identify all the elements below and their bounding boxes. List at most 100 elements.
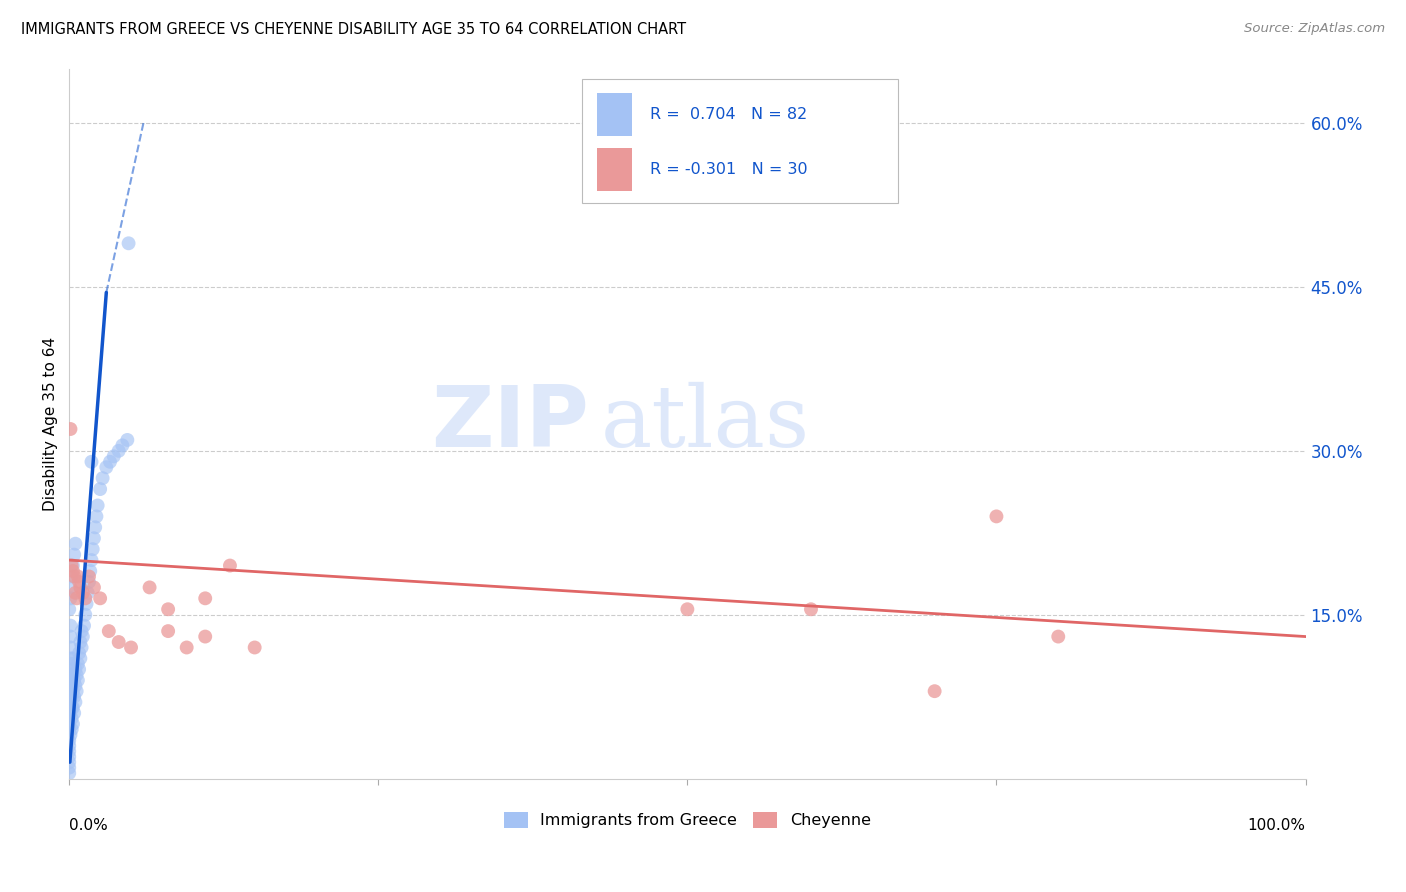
Text: R = -0.301   N = 30: R = -0.301 N = 30 — [651, 161, 808, 177]
Point — [59, 618, 82, 632]
Point — [157, 624, 180, 639]
Point — [72, 630, 94, 644]
Point — [58, 673, 80, 688]
Point — [89, 591, 111, 606]
Point — [60, 569, 83, 583]
Text: 0.0%: 0.0% — [69, 818, 108, 832]
Point — [89, 482, 111, 496]
Point — [219, 558, 242, 573]
Point — [65, 586, 87, 600]
Point — [63, 673, 86, 688]
Point — [77, 574, 100, 589]
Point — [96, 460, 118, 475]
Point — [59, 728, 82, 742]
Point — [60, 723, 83, 737]
Point — [60, 657, 83, 671]
Point — [176, 640, 198, 655]
Point — [58, 602, 80, 616]
Point — [77, 569, 100, 583]
Point — [58, 755, 80, 769]
Point — [58, 744, 80, 758]
Point — [58, 733, 80, 747]
Y-axis label: Disability Age 35 to 64: Disability Age 35 to 64 — [44, 336, 58, 510]
Point — [157, 602, 180, 616]
Point — [66, 684, 89, 698]
Point — [82, 542, 104, 557]
Point — [117, 236, 139, 251]
Point — [60, 679, 83, 693]
Point — [66, 591, 89, 606]
Point — [86, 499, 108, 513]
Point — [72, 586, 94, 600]
Point — [58, 723, 80, 737]
Point — [67, 646, 90, 660]
Point — [63, 548, 86, 562]
Point — [117, 433, 139, 447]
Point — [59, 679, 82, 693]
Point — [59, 640, 82, 655]
Point — [58, 711, 80, 725]
Text: 100.0%: 100.0% — [1247, 818, 1306, 832]
Point — [60, 667, 83, 681]
Point — [138, 581, 160, 595]
Point — [59, 706, 82, 720]
Point — [65, 679, 87, 693]
Point — [76, 586, 98, 600]
FancyBboxPatch shape — [598, 148, 631, 191]
Point — [58, 717, 80, 731]
Point — [86, 509, 108, 524]
Point — [83, 581, 105, 595]
Point — [62, 684, 84, 698]
FancyBboxPatch shape — [598, 94, 631, 136]
Point — [986, 509, 1008, 524]
Point — [924, 684, 946, 698]
Point — [97, 624, 120, 639]
Point — [75, 607, 97, 622]
Point — [58, 662, 80, 676]
Point — [120, 640, 142, 655]
Legend: Immigrants from Greece, Cheyenne: Immigrants from Greece, Cheyenne — [498, 805, 877, 835]
Point — [63, 569, 86, 583]
Point — [69, 635, 91, 649]
Point — [73, 618, 96, 632]
Point — [58, 766, 80, 780]
Point — [66, 657, 89, 671]
Point — [62, 700, 84, 714]
Point — [67, 662, 90, 676]
Point — [66, 673, 89, 688]
Point — [62, 558, 84, 573]
Text: atlas: atlas — [600, 382, 810, 465]
Point — [75, 591, 97, 606]
Point — [63, 706, 86, 720]
Point — [59, 422, 82, 436]
Point — [59, 667, 82, 681]
Point — [65, 695, 87, 709]
Point — [243, 640, 266, 655]
Point — [59, 690, 82, 704]
Point — [194, 591, 217, 606]
Text: IMMIGRANTS FROM GREECE VS CHEYENNE DISABILITY AGE 35 TO 64 CORRELATION CHART: IMMIGRANTS FROM GREECE VS CHEYENNE DISAB… — [21, 22, 686, 37]
Text: Source: ZipAtlas.com: Source: ZipAtlas.com — [1244, 22, 1385, 36]
Point — [59, 630, 82, 644]
Point — [62, 667, 84, 681]
Point — [59, 651, 82, 665]
Point — [676, 602, 699, 616]
Point — [83, 531, 105, 545]
Point — [98, 455, 121, 469]
Point — [58, 684, 80, 698]
Point — [58, 695, 80, 709]
Point — [66, 667, 89, 681]
Point — [107, 443, 129, 458]
Point — [66, 569, 89, 583]
Point — [58, 761, 80, 775]
Point — [62, 651, 84, 665]
Point — [62, 717, 84, 731]
Point — [194, 630, 217, 644]
Point — [60, 690, 83, 704]
Point — [58, 749, 80, 764]
Text: R =  0.704   N = 82: R = 0.704 N = 82 — [651, 107, 807, 122]
Point — [800, 602, 823, 616]
Point — [91, 471, 114, 485]
Point — [111, 438, 134, 452]
Point — [80, 455, 103, 469]
